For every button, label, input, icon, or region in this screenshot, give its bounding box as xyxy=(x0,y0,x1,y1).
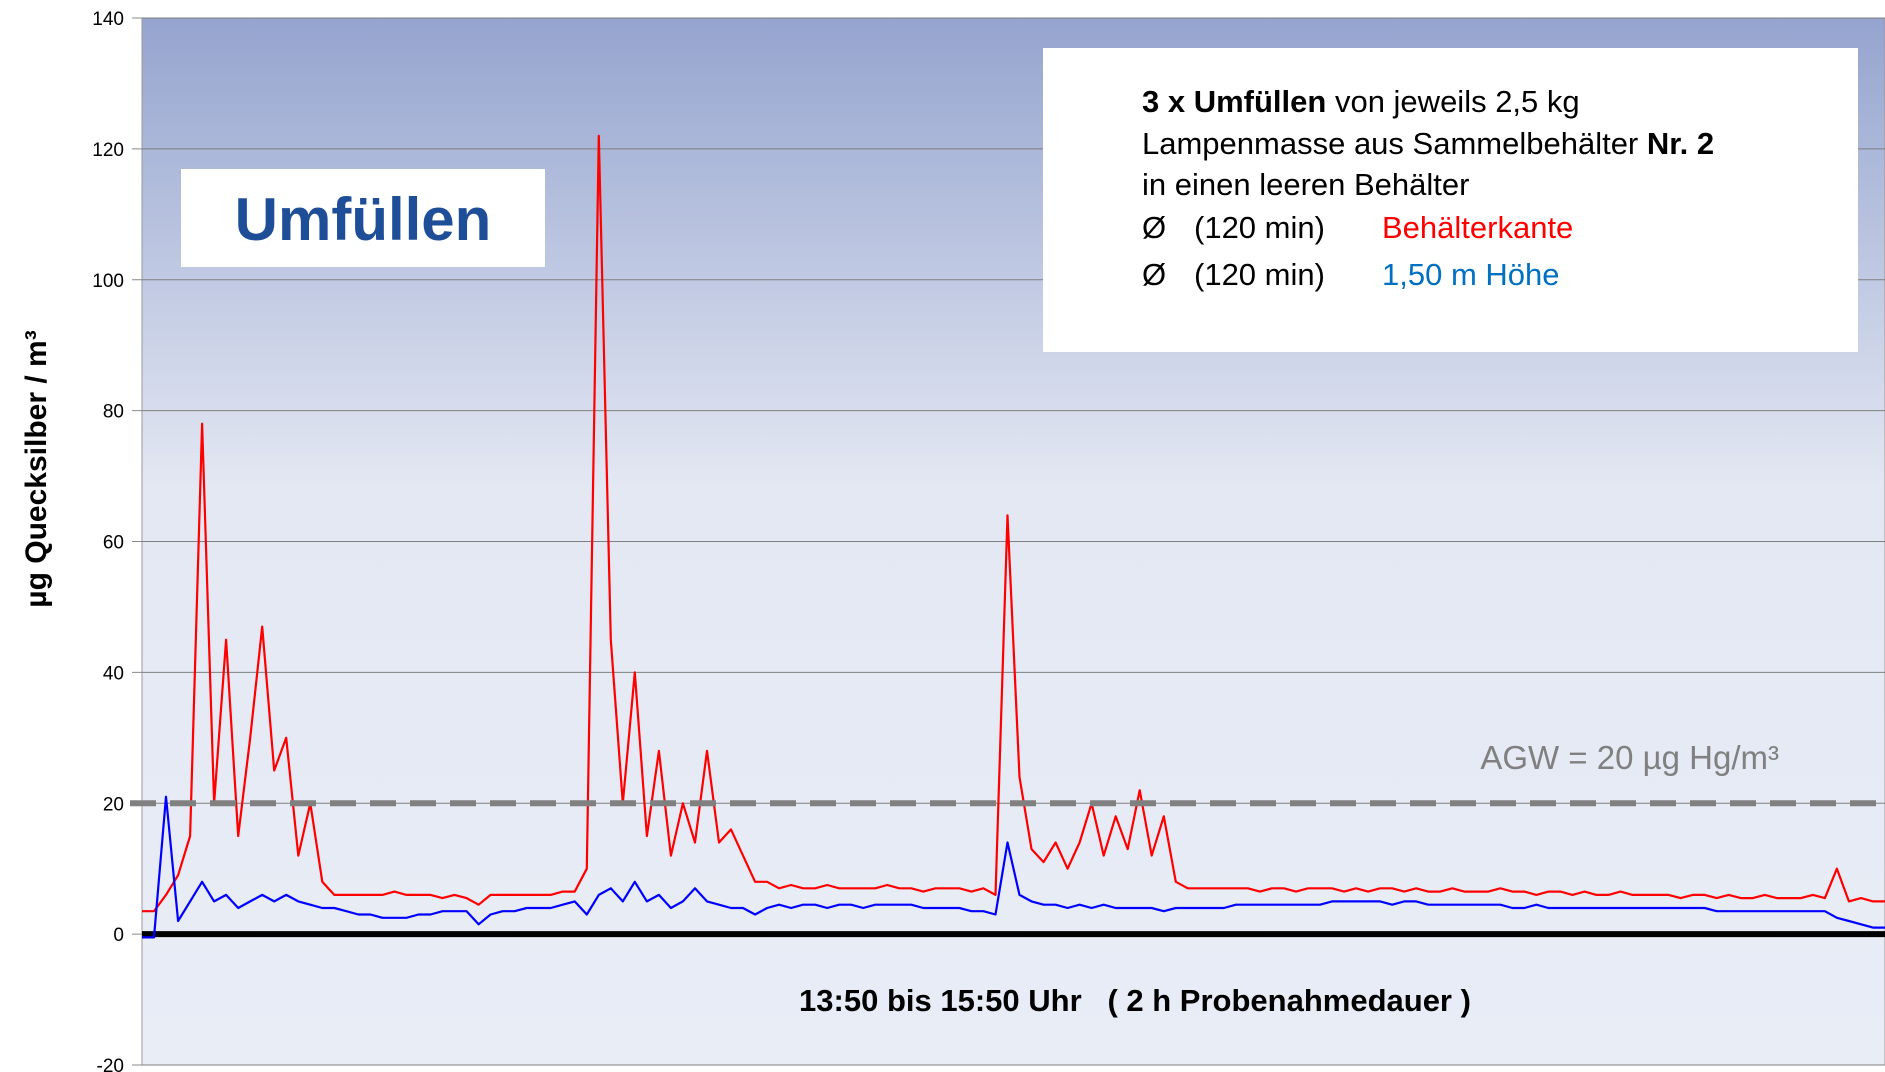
note-text: von jeweils 2,5 kg xyxy=(1335,84,1580,119)
note-prefix: (120 min) xyxy=(1194,210,1325,245)
note-text: Lampenmasse aus Sammelbehälter xyxy=(1142,126,1638,161)
y-tick-label: 60 xyxy=(103,533,124,554)
y-tick-label: 0 xyxy=(113,925,124,946)
note-line: 3 x Umfüllen von jeweils 2,5 kg xyxy=(1142,84,1580,119)
y-tick-label: 140 xyxy=(92,9,124,30)
note-line: Lampenmasse aus Sammelbehälter Nr. 2 xyxy=(1142,126,1714,161)
note-prefix: Ø xyxy=(1142,257,1166,292)
reference-label: AGW = 20 µg Hg/m³ xyxy=(1480,739,1779,776)
note-prefix: (120 min) xyxy=(1194,257,1325,292)
note-prefix: Ø xyxy=(1142,210,1166,245)
y-axis-label: µg Quecksilber / m³ xyxy=(20,330,53,607)
data-line xyxy=(142,795,1885,939)
y-tick-label: 20 xyxy=(103,794,124,815)
legend-entry: 1,50 m Höhe xyxy=(1382,257,1560,292)
y-tick-label: 120 xyxy=(92,140,124,161)
note-text: 3 x Umfüllen xyxy=(1142,84,1326,119)
y-tick-label: 80 xyxy=(103,402,124,423)
x-axis-label: 13:50 bis 15:50 Uhr ( 2 h Probenahmedaue… xyxy=(799,983,1471,1018)
box-title: Umfüllen xyxy=(235,186,492,253)
title-box xyxy=(181,169,545,267)
legend-entry: Behälterkante xyxy=(1382,210,1573,245)
note-text: Nr. 2 xyxy=(1647,126,1714,161)
data-line xyxy=(142,134,1885,913)
y-tick-label: 100 xyxy=(92,271,124,292)
y-tick-label: 40 xyxy=(103,663,124,684)
y-tick-label: -20 xyxy=(97,1056,124,1072)
note-box xyxy=(1043,48,1858,352)
note-line: in einen leeren Behälter xyxy=(1142,167,1469,202)
